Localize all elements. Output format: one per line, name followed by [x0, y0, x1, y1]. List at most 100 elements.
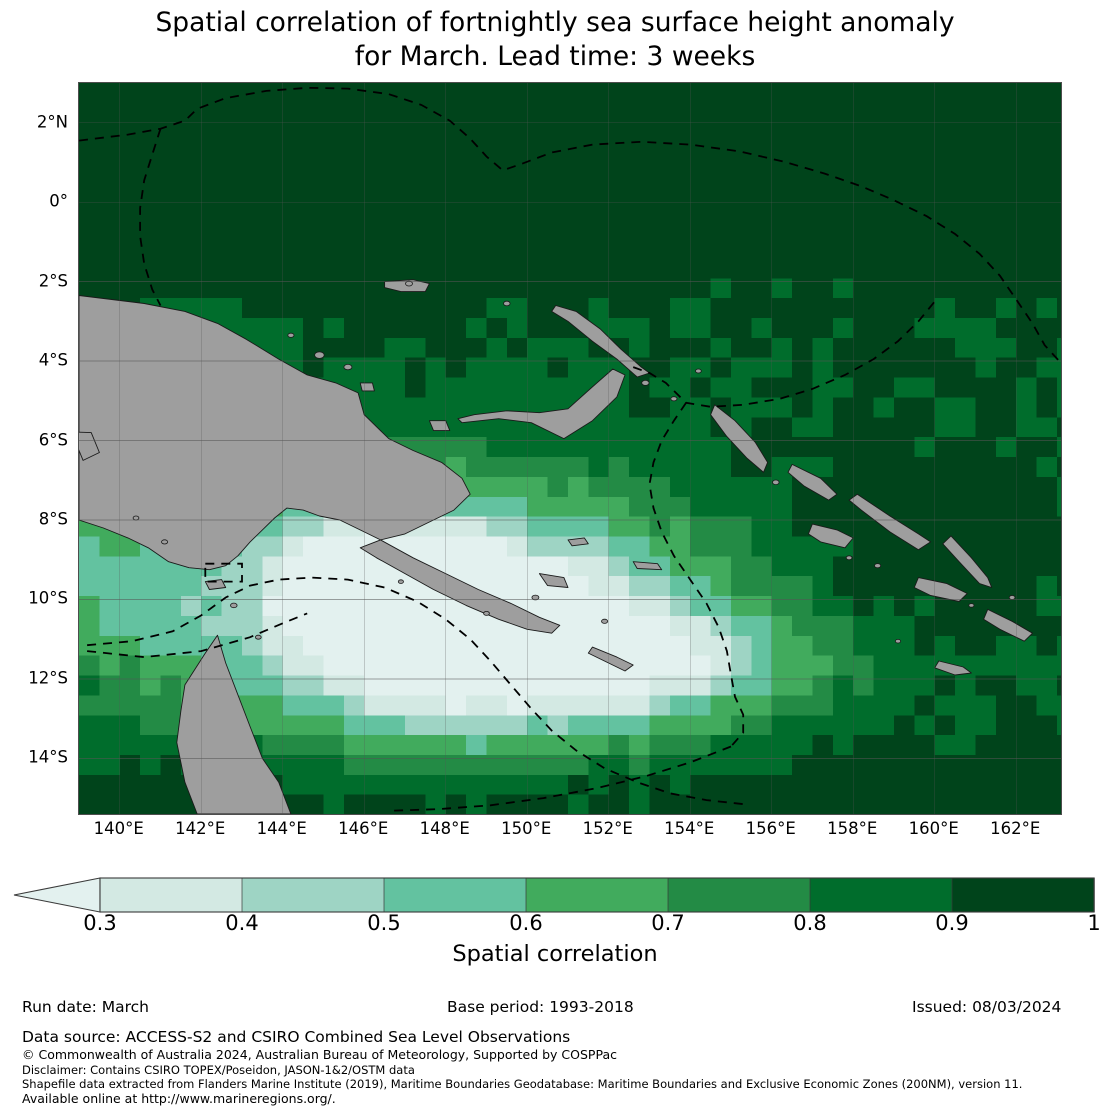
colorbar-band-4: [667, 877, 811, 913]
cape-york-peninsula: [176, 634, 292, 814]
colorbar-extend-min: [13, 877, 101, 913]
colorbar-tick-0_9: 0.9: [935, 911, 969, 935]
run-date-text: Run date: March: [22, 998, 149, 1016]
correlation-heatmap: [79, 83, 1061, 814]
lat-tick-10S: 10°S: [28, 588, 68, 608]
colorbar-frame: [99, 877, 1095, 913]
colorbar: [0, 872, 1110, 918]
eez-png-west: [139, 128, 162, 306]
colorbar-tick-0_3: 0.3: [83, 911, 117, 935]
disclaimer-text: Disclaimer: Contains CSIRO TOPEX/Poseido…: [22, 1063, 415, 1077]
issued-date-text: Issued: 08/03/2024: [912, 998, 1062, 1016]
papuan-peninsula-tail: [359, 539, 561, 634]
karkar: [359, 382, 375, 392]
title-line-2: for March. Lead time: 3 weeks: [354, 41, 756, 72]
map-plot-area: [78, 82, 1062, 815]
islet-14: [287, 332, 295, 338]
eez-torres-box: [204, 562, 243, 583]
colorbar-tick-1: 1: [1087, 911, 1101, 935]
islet-5: [670, 396, 678, 402]
aru-islands: [79, 431, 100, 461]
guadalcanal: [913, 577, 968, 602]
islet-1: [343, 363, 353, 371]
dentrecasteaux: [538, 573, 569, 588]
colorbar-tick-0_5: 0.5: [367, 911, 401, 935]
islet-20: [161, 539, 169, 545]
islet-4: [641, 379, 650, 386]
colorbar-swatches: [13, 877, 1095, 913]
lon-tick-144E: 144°E: [256, 819, 307, 838]
malaita: [942, 535, 993, 588]
base-period-text: Base period: 1993-2018: [447, 998, 634, 1016]
colorbar-band-5: [809, 877, 953, 913]
islet-18: [845, 555, 853, 561]
islet-0: [314, 351, 325, 359]
lon-tick-152E: 152°E: [582, 819, 633, 838]
lat-tick-2S: 2°S: [38, 271, 68, 291]
available-online-text: Available online at http://www.marinereg…: [22, 1091, 336, 1106]
lat-tick-2N: 2°N: [36, 112, 68, 132]
islet-9: [1008, 595, 1016, 600]
eez-boundaries: [79, 86, 1061, 812]
new-ireland: [551, 305, 650, 378]
eez-solomon-north: [632, 300, 936, 408]
lon-tick-158E: 158°E: [827, 819, 878, 838]
graticule-grid: [79, 83, 1061, 814]
lon-tick-146E: 146°E: [338, 819, 389, 838]
islet-3: [503, 300, 511, 307]
choiseul: [787, 463, 838, 501]
lat-tick-6S: 6°S: [38, 430, 68, 450]
colorbar-label: Spatial correlation: [452, 941, 658, 967]
lon-tick-148E: 148°E: [419, 819, 470, 838]
umboi: [428, 420, 451, 432]
islet-16: [483, 611, 490, 616]
lon-tick-162E: 162°E: [990, 819, 1041, 838]
colorbar-tick-0_6: 0.6: [509, 911, 543, 935]
copyright-text: © Commonwealth of Australia 2024, Austra…: [22, 1047, 617, 1062]
rennell: [934, 660, 972, 676]
lon-tick-150E: 150°E: [501, 819, 552, 838]
islet-11: [601, 618, 609, 624]
lat-tick-12S: 12°S: [28, 668, 68, 688]
lat-tick-4S: 4°S: [38, 350, 68, 370]
land-polygons: [79, 279, 1033, 814]
colorbar-band-6: [951, 877, 1095, 913]
islet-17: [895, 639, 902, 644]
lon-tick-160E: 160°E: [908, 819, 959, 838]
colorbar-band-3: [525, 877, 669, 913]
colorbar-tick-0_4: 0.4: [225, 911, 259, 935]
lon-tick-142E: 142°E: [175, 819, 226, 838]
islet-12: [255, 634, 262, 640]
lon-tick-156E: 156°E: [745, 819, 796, 838]
colorbar-band-1: [241, 877, 385, 913]
islet-6: [695, 368, 702, 374]
colorbar-band-2: [383, 877, 527, 913]
makira: [983, 608, 1033, 642]
islet-15: [397, 579, 404, 584]
islet-13: [230, 602, 238, 609]
islet-8: [874, 563, 882, 569]
lat-tick-14S: 14°S: [28, 747, 68, 767]
chart-title: Spatial correlation of fortnightly sea s…: [0, 6, 1110, 74]
lat-tick-0: 0°: [49, 191, 68, 211]
eez-south-far: [388, 745, 732, 812]
trobriand-islands: [567, 537, 589, 547]
lon-tick-154E: 154°E: [664, 819, 715, 838]
lon-tick-140E: 140°E: [93, 819, 144, 838]
credits-block: Data source: ACCESS-S2 and CSIRO Combine…: [22, 1027, 1102, 1107]
islet-21: [132, 515, 140, 521]
new-georgia: [807, 523, 854, 549]
louisiade: [587, 646, 634, 672]
eez-solomon-west: [648, 402, 745, 748]
islet-19: [968, 603, 975, 608]
lat-tick-8S: 8°S: [38, 509, 68, 529]
colorbar-band-0: [99, 877, 243, 913]
colorbar-tick-0_8: 0.8: [793, 911, 827, 935]
woodlark: [632, 561, 663, 571]
eez-south-coral: [87, 576, 744, 805]
title-line-1: Spatial correlation of fortnightly sea s…: [155, 7, 955, 38]
bougainville: [710, 404, 769, 473]
new-britain: [457, 368, 626, 440]
data-source-text: Data source: ACCESS-S2 and CSIRO Combine…: [22, 1028, 571, 1046]
colorbar-tick-0_7: 0.7: [651, 911, 685, 935]
